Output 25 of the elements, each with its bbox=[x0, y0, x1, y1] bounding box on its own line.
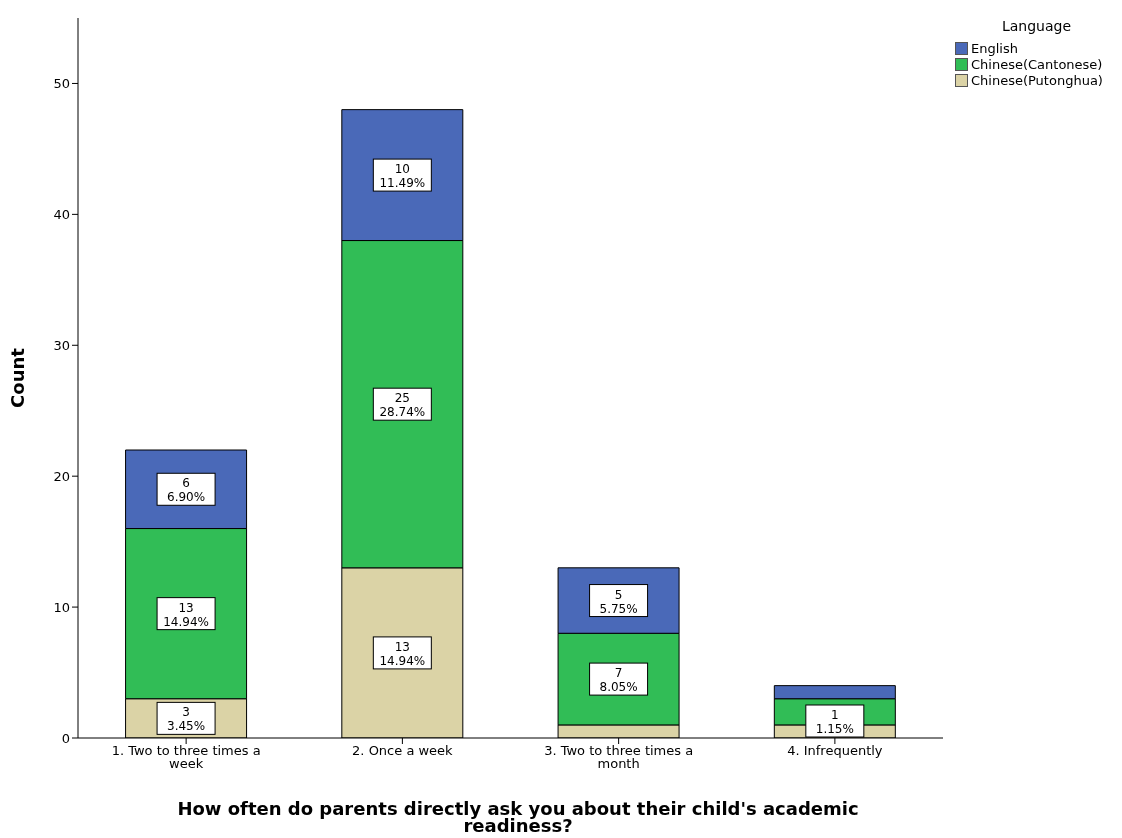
legend-label: Chinese(Cantonese) bbox=[971, 56, 1103, 72]
y-tick-label: 40 bbox=[53, 206, 70, 222]
data-label: 3 3.45% bbox=[167, 705, 206, 734]
y-axis-title: Count bbox=[7, 347, 29, 408]
data-label: 25 28.74% bbox=[379, 391, 426, 420]
data-label: 5 5.75% bbox=[599, 587, 638, 616]
data-label: 13 14.94% bbox=[379, 639, 426, 668]
data-label: 1 1.15% bbox=[815, 708, 854, 736]
x-tick-label: 4. Infrequently bbox=[787, 743, 883, 759]
legend-title: Language bbox=[1000, 18, 1073, 34]
data-label: 6 6.90% bbox=[167, 476, 206, 505]
data-label: 10 11.49% bbox=[379, 162, 426, 191]
y-tick-label: 50 bbox=[53, 76, 70, 92]
data-label: 7 8.05% bbox=[599, 666, 638, 695]
legend-label: Chinese(Putonghua) bbox=[971, 72, 1103, 88]
x-tick-label: 1. Two to three times a week bbox=[111, 743, 261, 772]
y-tick-label: 0 bbox=[61, 730, 70, 746]
x-tick-label: 3. Two to three times a month bbox=[544, 743, 694, 772]
x-tick-label: 2. Once a week bbox=[352, 743, 454, 759]
y-tick-label: 20 bbox=[53, 468, 70, 484]
y-tick-label: 30 bbox=[53, 337, 70, 353]
legend-label: English bbox=[971, 40, 1018, 56]
y-tick-label: 10 bbox=[53, 599, 70, 615]
data-label: 13 14.94% bbox=[163, 600, 209, 629]
x-axis-title: How often do parents directly ask you about their child's academic readiness? bbox=[176, 798, 860, 836]
